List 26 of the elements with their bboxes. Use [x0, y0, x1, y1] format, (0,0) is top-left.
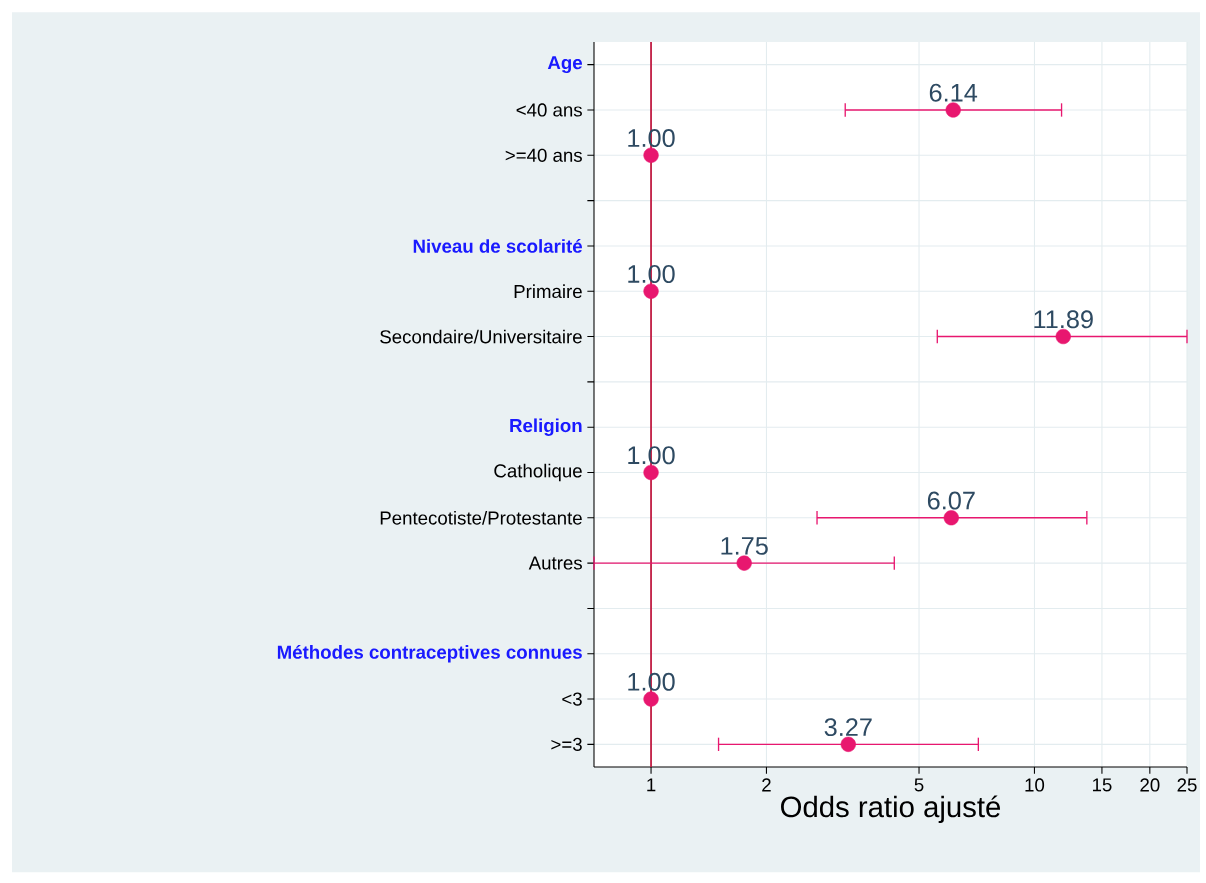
y-tick-label: <40 ans	[516, 103, 582, 117]
x-tick-label: 20	[1140, 778, 1160, 792]
y-tick-label: <3	[562, 692, 582, 706]
y-tick-label: Age	[547, 56, 583, 74]
x-tick-label: 10	[1025, 778, 1045, 792]
y-tick-label: Méthodes contraceptives connues	[277, 644, 582, 663]
x-tick-label: 25	[1177, 778, 1197, 792]
y-tick-label: Primaire	[514, 284, 582, 299]
y-tick-label: Catholique	[494, 463, 582, 482]
data-label: 3.27	[824, 718, 872, 737]
y-tick-label: Secondaire/Universitaire	[380, 329, 582, 344]
x-tick-label: 1	[647, 778, 656, 792]
data-label: 6.07	[927, 491, 975, 510]
data-label: 11.89	[1034, 310, 1093, 329]
x-tick-label: 15	[1092, 778, 1112, 792]
y-tick-label: Religion	[510, 418, 582, 436]
x-axis-title: Odds ratio ajusté	[781, 795, 1001, 824]
x-tick-label: 5	[914, 778, 924, 792]
y-tick-label: >=40 ans	[505, 148, 582, 162]
y-tick-label: Pentecotiste/Protestante	[380, 510, 582, 525]
y-tick-label: >=3	[551, 737, 582, 751]
y-tick-label: Autres	[528, 556, 582, 570]
y-tick-label: Niveau de scolarité	[413, 238, 582, 253]
x-tick-label: 2	[762, 778, 771, 792]
data-label: 6.14	[929, 83, 978, 102]
data-label: 1.75	[721, 537, 768, 555]
